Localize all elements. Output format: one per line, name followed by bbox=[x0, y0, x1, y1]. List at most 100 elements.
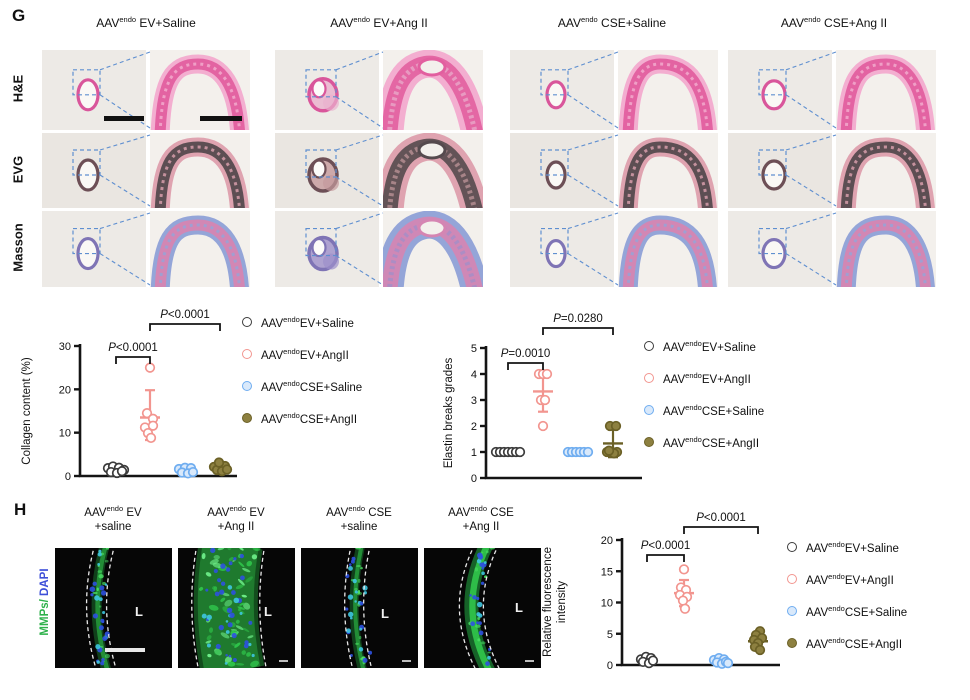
zoom-connector-line bbox=[785, 212, 837, 230]
zoom-region-box bbox=[305, 69, 337, 98]
zoom-connector-line bbox=[99, 212, 151, 230]
group-points-3 bbox=[748, 626, 768, 656]
y-tick-label: 1 bbox=[471, 447, 477, 459]
p-value-label: P=0.0280 bbox=[553, 313, 603, 325]
axes bbox=[484, 346, 642, 480]
legend-collagen-chart: AAVendoEV+Saline AAVendoEV+AngII AAVendoCS… bbox=[242, 306, 362, 434]
data-point bbox=[647, 655, 659, 666]
zoom-connector-line bbox=[335, 176, 384, 207]
significance-bracket bbox=[115, 356, 151, 364]
legend-label: AAVendoEV+Saline bbox=[663, 338, 756, 354]
p-value-label: P<0.0001 bbox=[641, 540, 691, 552]
legend-marker-icon bbox=[644, 405, 654, 415]
zoom-region-box bbox=[758, 69, 787, 96]
significance-bracket bbox=[507, 362, 544, 370]
vessel-wall-detail bbox=[618, 215, 717, 287]
chart-2: 0 5 10 15 20 Relative fluorescence intensity P<… bbox=[542, 512, 780, 672]
vessel-wall-detail bbox=[383, 133, 483, 208]
lumen-label: L bbox=[515, 600, 523, 615]
scale-bar bbox=[105, 648, 145, 652]
legend-label: AAVendoEV+Saline bbox=[261, 314, 354, 330]
scale-bar bbox=[402, 660, 411, 662]
significance-bracket bbox=[646, 554, 685, 562]
y-tick-label: 5 bbox=[471, 343, 477, 355]
zoom-connector-line bbox=[99, 174, 151, 207]
y-tick-label: 4 bbox=[471, 369, 477, 381]
vessel-wall-detail bbox=[836, 54, 935, 130]
legend-label: AAVendoCSE+Saline bbox=[261, 378, 363, 394]
y-tick-label: 0 bbox=[607, 660, 613, 672]
chart-1: 0 1 2 3 4 5 Elastin breaks grades P=0.0010 P=0.0… bbox=[443, 313, 642, 485]
zoom-region-box bbox=[540, 149, 569, 176]
vessel-outline-dashed bbox=[259, 548, 267, 668]
zoom-connector-line bbox=[785, 134, 837, 151]
micrograph-masson-cse-saline bbox=[510, 211, 718, 287]
legend-marker-icon bbox=[787, 638, 797, 648]
legend-entry-0: AAVendoEV+Saline bbox=[787, 531, 907, 563]
panel-h-header-1: AAVendo EV +Ang II bbox=[207, 504, 265, 533]
micrograph-he-cse-angii bbox=[728, 50, 936, 130]
legend-elastin-chart: AAVendoEV+Saline AAVendoEV+AngII AAVendoCS… bbox=[644, 330, 764, 458]
legend-label: AAVendoCSE+AngII bbox=[806, 635, 903, 651]
y-tick-label: 15 bbox=[601, 566, 613, 578]
group-points-2 bbox=[708, 652, 734, 669]
zoom-region-box bbox=[305, 149, 337, 178]
y-axis-title: Elastin breaks grades bbox=[443, 357, 455, 468]
zoom-connector-line bbox=[335, 96, 384, 129]
legend-entry-2: AAVendoCSE+Saline bbox=[787, 595, 907, 627]
dapi-nuclei bbox=[469, 552, 492, 666]
y-tick-label: 20 bbox=[59, 384, 71, 396]
zoom-connector-line bbox=[335, 212, 384, 230]
micrograph-he-ev-angii bbox=[275, 50, 483, 130]
aneurysm-lumen bbox=[417, 140, 447, 160]
zoom-connector-line bbox=[567, 94, 619, 129]
legend-entry-0: AAVendoEV+Saline bbox=[242, 306, 362, 338]
data-point bbox=[141, 408, 153, 419]
zoom-connector-line bbox=[785, 174, 837, 207]
panel-h-header-3: AAVendo CSE +Ang II bbox=[448, 504, 514, 533]
zoom-connector-line bbox=[785, 51, 837, 71]
group-points-1 bbox=[139, 362, 160, 444]
micrograph-masson-ev-angii bbox=[275, 211, 483, 287]
legend-label: AAVendoCSE+AngII bbox=[663, 434, 760, 450]
row-label-he: H&E bbox=[10, 74, 26, 103]
legend-label: AAVendoEV+AngII bbox=[806, 571, 894, 587]
zoom-connector-line bbox=[567, 134, 619, 151]
data-point bbox=[187, 466, 199, 478]
group-points-1 bbox=[674, 564, 694, 614]
vessel-outline-dashed bbox=[85, 548, 97, 668]
zoom-connector-line bbox=[99, 134, 151, 151]
vessel-wall-detail bbox=[383, 211, 483, 287]
legend-label: AAVendoCSE+Saline bbox=[806, 603, 908, 619]
legend-label: AAVendoEV+AngII bbox=[663, 370, 751, 386]
micrograph-he-cse-saline bbox=[510, 50, 718, 130]
zoom-region-box bbox=[540, 69, 569, 96]
micrograph-masson-cse-angii bbox=[728, 211, 936, 287]
legend-label: AAVendoEV+Saline bbox=[806, 539, 899, 555]
data-point bbox=[679, 603, 691, 614]
scale-bar bbox=[200, 116, 242, 121]
zoom-connector-line bbox=[335, 255, 384, 286]
y-tick-label: 2 bbox=[471, 421, 477, 433]
p-value-label: P=0.0010 bbox=[501, 348, 551, 360]
zoom-connector-line bbox=[567, 253, 619, 286]
zoom-region-box bbox=[758, 149, 787, 176]
scale-bar bbox=[104, 116, 144, 121]
zoom-connector-line bbox=[567, 51, 619, 71]
scale-bar bbox=[279, 660, 288, 662]
legend-entry-3: AAVendoCSE+AngII bbox=[787, 627, 907, 659]
y-tick-label: 5 bbox=[607, 629, 613, 641]
vessel-wall-detail bbox=[618, 54, 717, 130]
data-point bbox=[677, 595, 689, 606]
panel-g-header-0: AAVendo EV+Saline bbox=[96, 15, 196, 30]
vessel-wall-detail bbox=[150, 54, 249, 130]
data-point bbox=[145, 432, 157, 444]
fluorescence-image-cse-saline: L bbox=[301, 548, 418, 668]
zoom-region-box bbox=[72, 149, 101, 176]
p-value-label: P<0.0001 bbox=[696, 512, 746, 524]
micrograph-he-ev-saline bbox=[42, 50, 250, 130]
legend-marker-icon bbox=[644, 341, 654, 351]
y-tick-label: 0 bbox=[65, 471, 71, 483]
y-axis-title: Relative fluorescence bbox=[542, 547, 554, 657]
data-point bbox=[514, 446, 526, 458]
